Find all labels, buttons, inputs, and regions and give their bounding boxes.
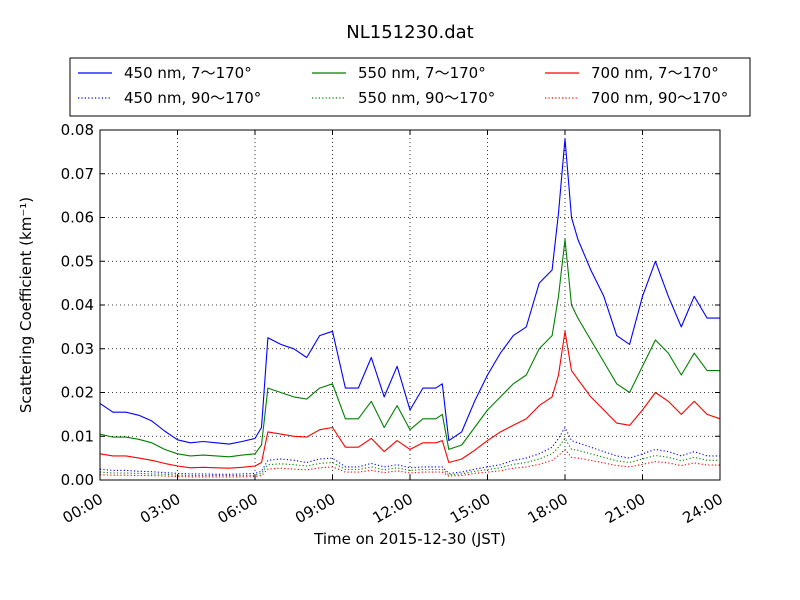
y-tick-label: 0.00 (61, 471, 94, 489)
legend-label-4: 550 nm, 90～170° (358, 89, 495, 107)
y-tick-label: 0.04 (61, 296, 94, 314)
y-tick-label: 0.01 (61, 427, 94, 445)
y-tick-label: 0.03 (61, 340, 94, 358)
series-line-4 (99, 437, 720, 477)
y-tick-label: 0.08 (61, 121, 94, 139)
series-line-5 (99, 448, 720, 478)
y-axis-label: Scattering Coefficient (km⁻¹) (17, 197, 35, 413)
x-tick-label: 15:00 (447, 490, 493, 527)
x-tick-label: 18:00 (525, 490, 571, 527)
x-axis-label: Time on 2015-12-30 (JST) (313, 530, 506, 548)
x-tick-label: 21:00 (602, 490, 648, 527)
series-line-2 (99, 330, 721, 469)
series-line-0 (99, 138, 720, 445)
x-tick-labels: 00:00 03:00 06:00 09:00 12:00 15:00 18:00 21:00… (60, 490, 726, 527)
x-tick-label: 06:00 (215, 490, 261, 527)
legend-label-5: 700 nm, 90～170° (591, 89, 728, 107)
legend-box (69, 57, 751, 117)
series-line-3 (99, 426, 720, 475)
x-tick-label: 00:00 (60, 490, 106, 527)
y-tick-label: 0.02 (61, 384, 94, 402)
x-tick-label: 09:00 (292, 490, 338, 527)
y-tick-label: 0.06 (61, 209, 94, 227)
x-tick-label: 12:00 (370, 490, 416, 527)
x-tick-label: 24:00 (680, 490, 726, 527)
series-line-1 (99, 238, 720, 458)
legend-label-3: 450 nm, 90～170° (124, 89, 261, 107)
chart-title: NL151230.dat (346, 22, 473, 43)
series-layer (99, 138, 721, 478)
legend-label-2: 700 nm, 7～170° (591, 64, 719, 82)
y-tick-label: 0.07 (61, 165, 94, 183)
ticks (99, 129, 721, 481)
legend-label-0: 450 nm, 7～170° (124, 64, 252, 82)
legend-label-1: 550 nm, 7～170° (358, 64, 486, 82)
y-tick-label: 0.05 (61, 252, 94, 270)
legend: 450 nm, 7～170° 550 nm, 7～170° 700 nm, 7～17… (78, 64, 728, 107)
x-tick-label: 03:00 (137, 490, 183, 527)
y-tick-labels: 0.00 0.01 0.02 0.03 0.04 0.05 0.06 0.07 0.08 (61, 121, 94, 489)
